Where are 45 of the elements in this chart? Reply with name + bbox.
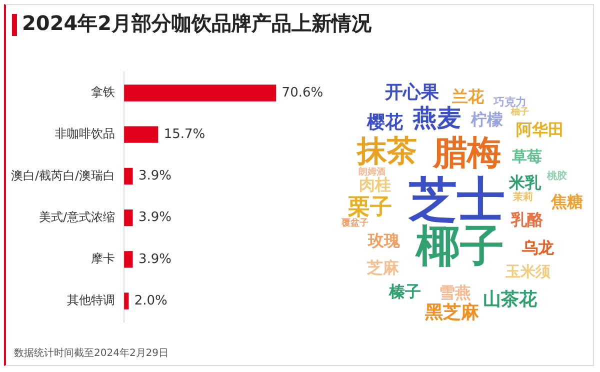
text: 焦糖 — [551, 192, 583, 211]
text: 芝麻 — [367, 258, 399, 277]
text: 燕麦 — [413, 104, 461, 132]
data-label: 2.0% — [134, 293, 168, 308]
text: 榛子 — [389, 282, 421, 301]
text: 草莓 — [512, 148, 542, 166]
text: 兰花 — [452, 87, 484, 106]
text: 樱花 — [367, 112, 403, 133]
y-tick-label: 摩卡 — [91, 252, 116, 266]
text: 玉米须 — [506, 262, 550, 280]
bar — [124, 84, 276, 102]
bar — [124, 126, 158, 143]
text: 玫瑰 — [368, 231, 400, 250]
text: 茉莉 — [513, 192, 533, 203]
y-tick-label: 非咖啡饮品 — [55, 126, 116, 141]
text: 桃胶 — [547, 171, 567, 182]
text: 巧克力 — [494, 96, 526, 108]
text: 肉桂 — [359, 175, 391, 194]
y-tick-label: 澳白/截芮白/澳瑞白 — [10, 168, 116, 182]
y-tick-label: 美式/意式浓缩 — [39, 210, 116, 224]
text: 山茶花 — [483, 289, 537, 310]
data-label: 3.9% — [138, 168, 172, 184]
text: 柠檬 — [471, 110, 503, 129]
data-label: 70.6% — [282, 85, 324, 100]
text: 米乳 — [509, 173, 541, 192]
bar — [124, 251, 133, 268]
y-tick-label: 其他特调 — [67, 293, 116, 308]
text: 阿华田 — [516, 120, 564, 139]
data-label: 3.9% — [138, 252, 172, 267]
text: 腊梅 — [433, 133, 501, 173]
text: 柚子 — [511, 108, 529, 118]
y-tick-label: 拿铁 — [91, 85, 116, 100]
text: 朗姆酒 — [358, 168, 386, 178]
chart-title: 2024年2月部分咖饮品牌产品上新情况 — [22, 10, 372, 37]
text: 黑芝麻 — [425, 302, 479, 323]
text: 覆盆子 — [342, 218, 368, 228]
text: 开心果 — [385, 82, 439, 103]
text: 乌龙 — [522, 238, 554, 257]
text: 雪燕 — [439, 283, 471, 302]
data-label: 3.9% — [138, 210, 172, 226]
bar — [124, 209, 133, 226]
text: 乳酪 — [511, 210, 543, 229]
data-label: 15.7% — [164, 126, 206, 142]
text: 数据统计时间截至2024年2月29日 — [14, 346, 169, 360]
bar — [124, 168, 133, 185]
